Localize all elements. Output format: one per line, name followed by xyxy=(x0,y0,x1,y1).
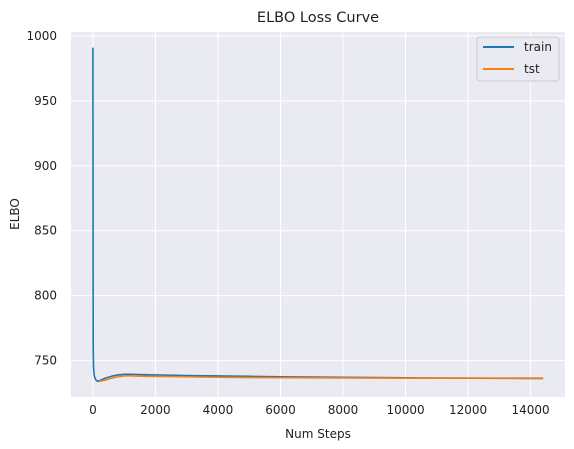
plot-background xyxy=(71,32,565,397)
x-tick-label: 0 xyxy=(89,403,97,417)
y-tick-label: 950 xyxy=(34,94,57,108)
y-tick-label: 800 xyxy=(34,289,57,303)
y-tick-label: 750 xyxy=(34,354,57,368)
x-tick-label: 2000 xyxy=(140,403,171,417)
y-tick-label: 1000 xyxy=(26,29,57,43)
y-tick-label: 850 xyxy=(34,224,57,238)
x-tick-label: 14000 xyxy=(512,403,550,417)
chart-title: ELBO Loss Curve xyxy=(257,10,379,26)
x-tick-label: 10000 xyxy=(386,403,424,417)
legend: train tst xyxy=(477,37,559,81)
y-tick-label: 900 xyxy=(34,159,57,173)
x-axis-label: Num Steps xyxy=(285,427,351,441)
legend-label-train: train xyxy=(524,40,552,54)
y-axis-label: ELBO xyxy=(8,198,22,230)
x-tick-label: 6000 xyxy=(265,403,296,417)
x-tick-label: 12000 xyxy=(449,403,487,417)
x-tick-label: 4000 xyxy=(203,403,234,417)
legend-label-tst: tst xyxy=(524,62,540,76)
x-tick-label: 8000 xyxy=(328,403,359,417)
